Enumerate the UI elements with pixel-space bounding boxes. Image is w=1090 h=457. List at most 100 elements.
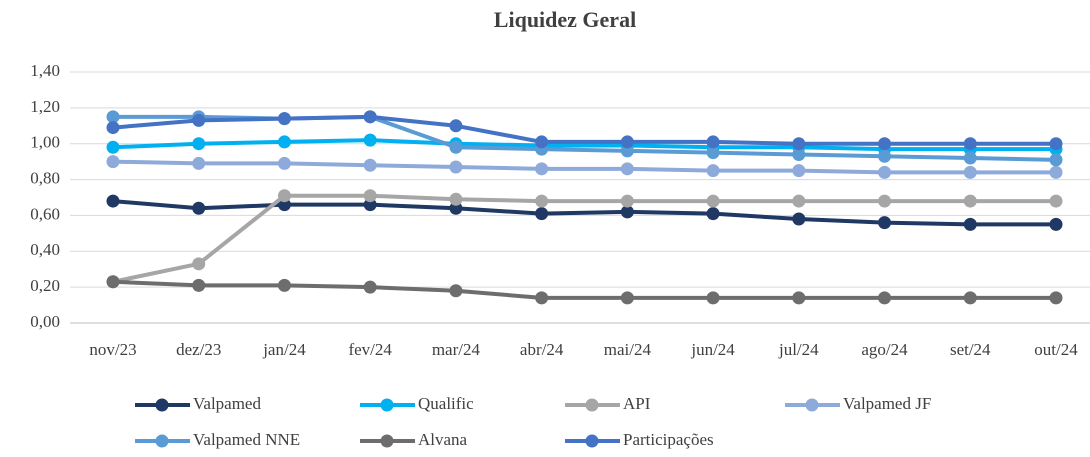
- point: [449, 119, 463, 133]
- point: [106, 140, 120, 154]
- point: [535, 162, 549, 176]
- legend-marker: [155, 398, 169, 412]
- point: [106, 121, 120, 135]
- point: [449, 140, 463, 154]
- point: [449, 160, 463, 174]
- point: [792, 212, 806, 226]
- point: [1049, 217, 1063, 231]
- point: [363, 189, 377, 203]
- legend-label: Valpamed JF: [843, 394, 931, 413]
- x-tick-label: nov/23: [89, 340, 136, 359]
- point: [363, 280, 377, 294]
- point: [535, 291, 549, 305]
- point: [192, 201, 206, 215]
- point: [706, 207, 720, 221]
- point: [706, 135, 720, 149]
- point: [878, 149, 892, 163]
- point: [620, 135, 634, 149]
- point: [363, 198, 377, 212]
- point: [106, 110, 120, 124]
- legend-label: Valpamed: [193, 394, 261, 413]
- series-line: [112, 138, 1056, 152]
- point: [363, 158, 377, 172]
- point: [106, 194, 120, 208]
- y-tick-label: 0,20: [30, 276, 60, 295]
- point: [192, 113, 206, 127]
- legend-marker: [585, 434, 599, 448]
- point: [449, 192, 463, 206]
- legend-marker: [805, 398, 819, 412]
- legend-label: Qualific: [418, 394, 474, 413]
- point: [963, 137, 977, 151]
- point: [106, 275, 120, 289]
- point: [1049, 165, 1063, 179]
- point: [792, 291, 806, 305]
- point: [449, 201, 463, 215]
- point: [963, 151, 977, 165]
- legend-label: API: [623, 394, 651, 413]
- y-tick-label: 1,40: [30, 61, 60, 80]
- legend-label: Alvana: [418, 430, 468, 449]
- point: [620, 162, 634, 176]
- point: [192, 257, 206, 271]
- point: [277, 189, 291, 203]
- point: [535, 194, 549, 208]
- point: [1049, 153, 1063, 167]
- point: [192, 156, 206, 170]
- x-tick-label: out/24: [1034, 340, 1078, 359]
- series-line: [112, 193, 1056, 284]
- x-tick-label: mar/24: [432, 340, 481, 359]
- y-tick-label: 0,00: [30, 312, 60, 331]
- legend-label: Participações: [623, 430, 714, 449]
- point: [535, 207, 549, 221]
- point: [1049, 137, 1063, 151]
- x-tick-label: mai/24: [604, 340, 652, 359]
- series-line: [113, 114, 1057, 162]
- point: [620, 144, 634, 158]
- point: [878, 216, 892, 230]
- point: [620, 291, 634, 305]
- point: [963, 165, 977, 179]
- x-tick-label: jun/24: [690, 340, 735, 359]
- legend-label: Valpamed NNE: [193, 430, 300, 449]
- y-tick-label: 1,20: [30, 97, 60, 116]
- point: [792, 194, 806, 208]
- point: [363, 133, 377, 147]
- point: [878, 165, 892, 179]
- point: [277, 198, 291, 212]
- point: [277, 112, 291, 126]
- point: [706, 146, 720, 160]
- point: [1049, 291, 1063, 305]
- point: [106, 155, 120, 169]
- series-line: [112, 159, 1056, 175]
- point: [535, 135, 549, 149]
- point: [878, 137, 892, 151]
- point: [792, 164, 806, 178]
- legend-marker: [380, 434, 394, 448]
- series-line: [112, 279, 1056, 300]
- y-tick-label: 1,00: [30, 133, 60, 152]
- legend-marker: [380, 398, 394, 412]
- point: [192, 137, 206, 151]
- y-tick-label: 0,80: [30, 168, 60, 187]
- point: [277, 135, 291, 149]
- point: [277, 278, 291, 292]
- point: [878, 291, 892, 305]
- legend-marker: [585, 398, 599, 412]
- point: [792, 147, 806, 161]
- series-line: [112, 114, 1056, 146]
- point: [706, 291, 720, 305]
- point: [963, 194, 977, 208]
- point: [792, 137, 806, 151]
- point: [706, 194, 720, 208]
- point: [878, 194, 892, 208]
- point: [706, 164, 720, 178]
- point: [363, 110, 377, 124]
- point: [1049, 194, 1063, 208]
- point: [277, 156, 291, 170]
- x-tick-label: fev/24: [348, 340, 392, 359]
- legend-marker: [155, 434, 169, 448]
- chart-title: Liquidez Geral: [494, 7, 636, 32]
- point: [963, 217, 977, 231]
